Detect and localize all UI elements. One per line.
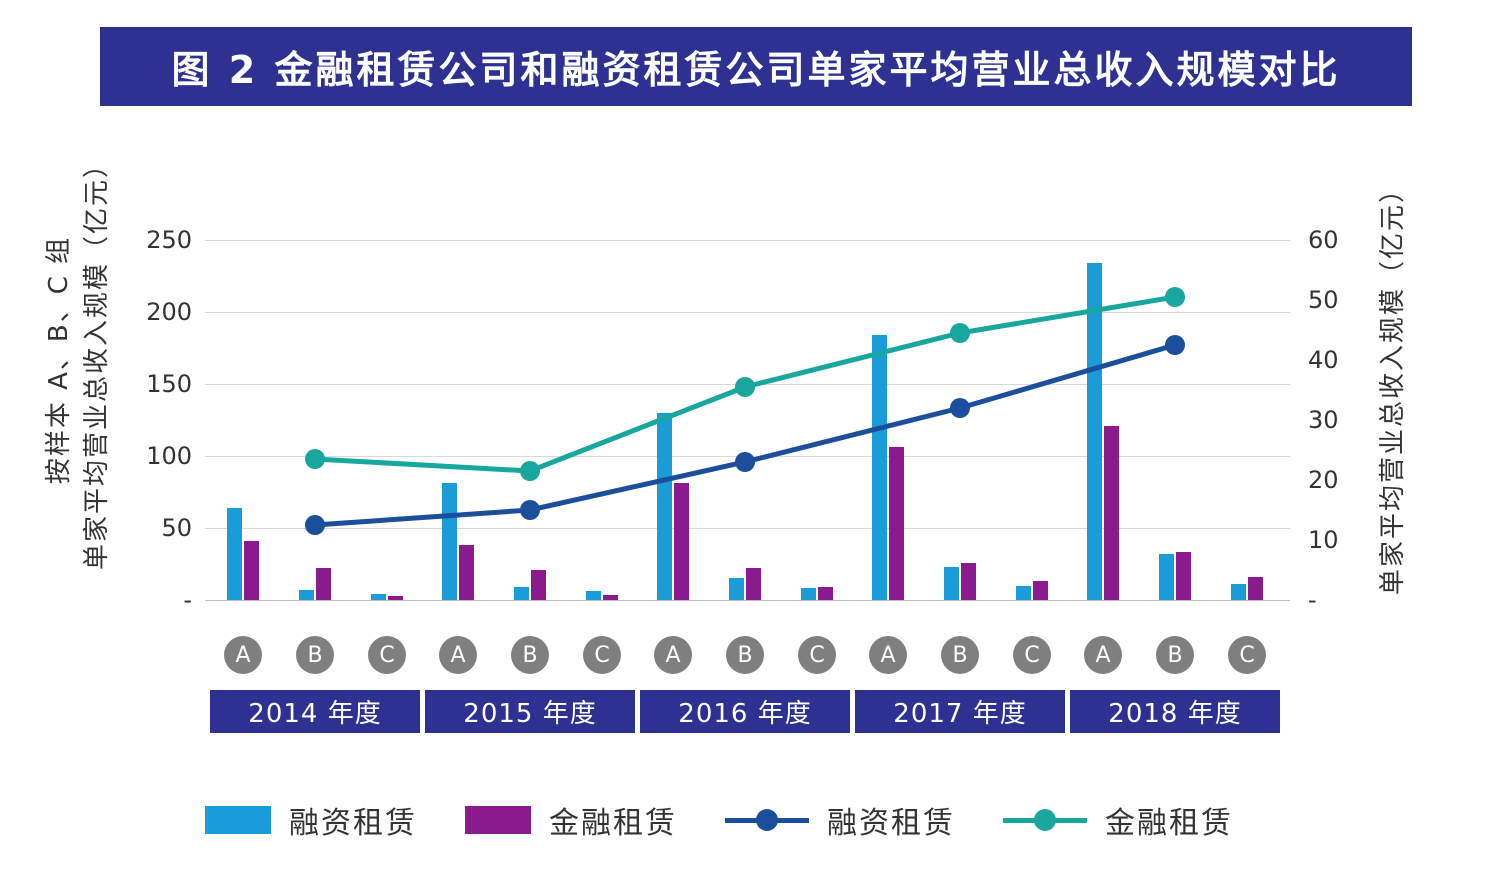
bar-金融租赁-2014 年度-B (316, 568, 331, 600)
bar-融资租赁-2015 年度-B (514, 587, 529, 600)
bar-融资租赁-2017 年度-C (1016, 585, 1031, 600)
year-label: 2016 年度 (640, 690, 850, 733)
legend-dot-icon (756, 809, 778, 831)
right-axis-ticks: 60 50 40 30 20 10 - (1308, 0, 1378, 876)
left-axis-tick: 200 (146, 298, 192, 326)
bar-金融租赁-2018 年度-C (1248, 576, 1263, 600)
chart-title: 图 2 金融租赁公司和融资租赁公司单家平均营业总收入规模对比 (171, 48, 1341, 92)
bar-融资租赁-2016 年度-C (801, 588, 816, 600)
bar-融资租赁-2015 年度-C (586, 591, 601, 600)
chart-title-banner: 图 2 金融租赁公司和融资租赁公司单家平均营业总收入规模对比 (100, 27, 1412, 106)
legend-bar-swatch-jinrong (465, 806, 531, 834)
year-label: 2017 年度 (855, 690, 1065, 733)
gridline (205, 528, 1290, 529)
group-label-A: A (869, 636, 907, 674)
bar-金融租赁-2018 年度-B (1176, 552, 1191, 600)
group-label-C: C (798, 636, 836, 674)
legend-item-line-jinrong: 金融租赁 (1003, 798, 1233, 842)
bar-融资租赁-2014 年度-B (299, 589, 314, 600)
group-label-B: B (726, 636, 764, 674)
left-axis-tick: 50 (161, 514, 192, 542)
bar-金融租赁-2017 年度-C (1033, 581, 1048, 600)
legend-dot-icon (1034, 809, 1056, 831)
bar-金融租赁-2015 年度-A (459, 545, 474, 600)
group-label-C: C (583, 636, 621, 674)
right-axis-tick: 10 (1308, 526, 1339, 554)
right-axis-tick: 40 (1308, 346, 1339, 374)
x-axis-line (205, 600, 1290, 601)
legend-label: 融资租赁 (289, 806, 417, 841)
legend-label: 金融租赁 (1105, 806, 1233, 841)
bar-融资租赁-2018 年度-C (1231, 584, 1246, 600)
bar-融资租赁-2014 年度-A (227, 507, 242, 600)
right-axis-tick: 50 (1308, 286, 1339, 314)
year-label: 2018 年度 (1070, 690, 1280, 733)
bar-融资租赁-2014 年度-C (371, 594, 386, 600)
group-label-C: C (368, 636, 406, 674)
bar-金融租赁-2016 年度-C (818, 587, 833, 600)
legend-line-swatch-rongzi (725, 806, 809, 834)
bar-金融租赁-2015 年度-B (531, 569, 546, 600)
group-label-B: B (941, 636, 979, 674)
legend-line-swatch-jinrong (1003, 806, 1087, 834)
left-axis-tick: 150 (146, 370, 192, 398)
legend-item-line-rongzi: 融资租赁 (725, 798, 955, 842)
bar-融资租赁-2017 年度-B (944, 566, 959, 600)
bar-金融租赁-2014 年度-C (388, 596, 403, 600)
legend-item-bar-rongzi: 融资租赁 (205, 798, 417, 842)
year-label: 2014 年度 (210, 690, 420, 733)
right-axis-tick: - (1308, 586, 1317, 614)
year-label: 2015 年度 (425, 690, 635, 733)
bar-金融租赁-2015 年度-C (603, 594, 618, 600)
legend-label: 金融租赁 (549, 806, 677, 841)
legend-item-bar-jinrong: 金融租赁 (465, 798, 677, 842)
left-axis-tick: 250 (146, 226, 192, 254)
gridline (205, 240, 1290, 241)
group-label-A: A (654, 636, 692, 674)
bar-金融租赁-2014 年度-A (244, 540, 259, 600)
left-axis-ticks: 250 200 150 100 50 - (130, 0, 192, 876)
bar-金融租赁-2016 年度-B (746, 568, 761, 600)
group-label-C: C (1228, 636, 1266, 674)
bar-金融租赁-2017 年度-B (961, 562, 976, 600)
bar-融资租赁-2016 年度-B (729, 578, 744, 600)
group-label-A: A (1084, 636, 1122, 674)
right-axis-tick: 20 (1308, 466, 1339, 494)
group-label-A: A (439, 636, 477, 674)
left-axis-tick: 100 (146, 442, 192, 470)
group-label-A: A (224, 636, 262, 674)
legend: 融资租赁 金融租赁 融资租赁 金融租赁 (205, 798, 1233, 842)
left-axis-tick: - (183, 586, 192, 614)
right-axis-tick: 60 (1308, 226, 1339, 254)
right-axis-tick: 30 (1308, 406, 1339, 434)
group-label-C: C (1013, 636, 1051, 674)
bar-融资租赁-2018 年度-B (1159, 553, 1174, 600)
legend-bar-swatch-rongzi (205, 806, 271, 834)
group-label-B: B (1156, 636, 1194, 674)
legend-label: 融资租赁 (827, 806, 955, 841)
group-label-B: B (511, 636, 549, 674)
group-label-B: B (296, 636, 334, 674)
